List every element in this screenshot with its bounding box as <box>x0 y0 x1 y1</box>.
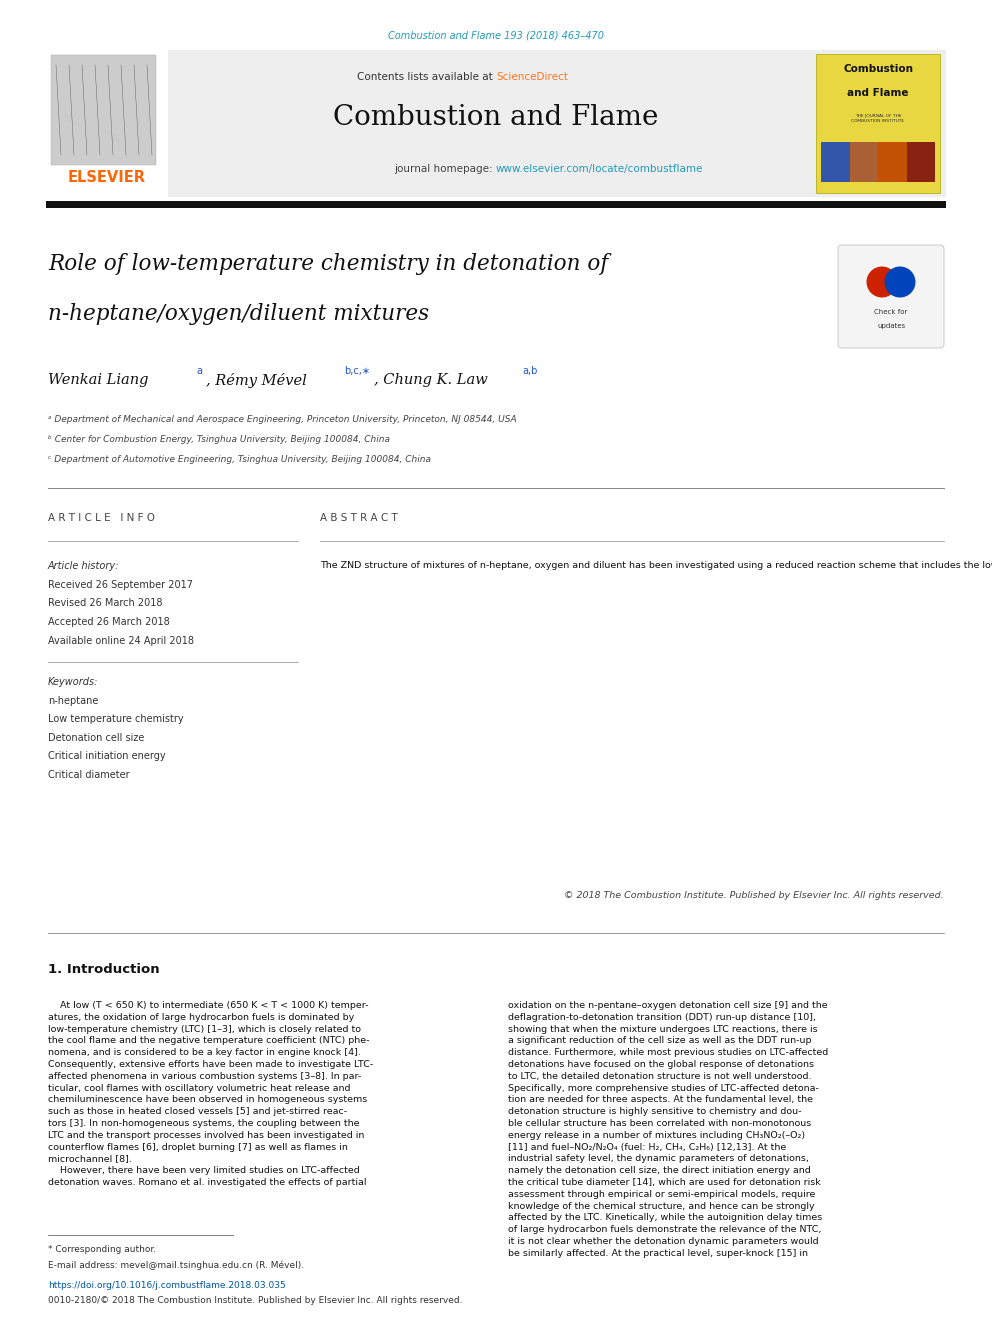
Text: www.elsevier.com/locate/combustflame: www.elsevier.com/locate/combustflame <box>496 164 703 175</box>
Text: and Flame: and Flame <box>847 89 909 98</box>
Text: 1. Introduction: 1. Introduction <box>48 963 160 976</box>
Text: Accepted 26 March 2018: Accepted 26 March 2018 <box>48 617 170 627</box>
Text: Contents lists available at: Contents lists available at <box>357 71 496 82</box>
Text: Revised 26 March 2018: Revised 26 March 2018 <box>48 598 163 609</box>
Text: journal homepage:: journal homepage: <box>394 164 496 175</box>
Text: Critical diameter: Critical diameter <box>48 770 130 779</box>
Bar <box>816 54 940 193</box>
Bar <box>46 201 946 208</box>
Bar <box>46 50 946 197</box>
Text: ᶜ Department of Automotive Engineering, Tsinghua University, Beijing 100084, Chi: ᶜ Department of Automotive Engineering, … <box>48 455 431 464</box>
Text: The ZND structure of mixtures of n-heptane, oxygen and diluent has been investig: The ZND structure of mixtures of n-hepta… <box>320 561 992 570</box>
Text: Combustion: Combustion <box>843 64 913 74</box>
Text: , Chung K. Law: , Chung K. Law <box>374 373 488 388</box>
Text: a: a <box>196 366 202 376</box>
Text: Article history:: Article history: <box>48 561 119 572</box>
Bar <box>51 56 156 165</box>
Text: Low temperature chemistry: Low temperature chemistry <box>48 714 184 724</box>
Text: , Rémy Mével: , Rémy Mével <box>206 373 307 388</box>
Bar <box>821 142 878 183</box>
Text: Available online 24 April 2018: Available online 24 April 2018 <box>48 635 194 646</box>
Text: * Corresponding author.: * Corresponding author. <box>48 1245 156 1254</box>
Bar <box>849 142 907 183</box>
Text: © 2018 The Combustion Institute. Published by Elsevier Inc. All rights reserved.: © 2018 The Combustion Institute. Publish… <box>564 890 944 900</box>
Text: Detonation cell size: Detonation cell size <box>48 733 145 742</box>
Circle shape <box>885 266 916 298</box>
Text: https://doi.org/10.1016/j.combustflame.2018.03.035: https://doi.org/10.1016/j.combustflame.2… <box>48 1281 286 1290</box>
Bar <box>46 50 168 197</box>
Text: Wenkai Liang: Wenkai Liang <box>48 373 149 388</box>
Circle shape <box>866 266 898 298</box>
Text: ᵃ Department of Mechanical and Aerospace Engineering, Princeton University, Prin: ᵃ Department of Mechanical and Aerospace… <box>48 415 517 423</box>
Text: Combustion and Flame 193 (2018) 463–470: Combustion and Flame 193 (2018) 463–470 <box>388 30 604 40</box>
Text: Received 26 September 2017: Received 26 September 2017 <box>48 579 193 590</box>
Text: E-mail address: mevel@mail.tsinghua.edu.cn (R. Mével).: E-mail address: mevel@mail.tsinghua.edu.… <box>48 1259 305 1270</box>
Text: ELSEVIER: ELSEVIER <box>68 169 146 185</box>
Text: At low (T < 650 K) to intermediate (650 K < T < 1000 K) temper-
atures, the oxid: At low (T < 650 K) to intermediate (650 … <box>48 1002 373 1187</box>
Text: Check for: Check for <box>874 310 908 315</box>
Text: A R T I C L E   I N F O: A R T I C L E I N F O <box>48 513 155 523</box>
Bar <box>821 142 935 183</box>
Text: ScienceDirect: ScienceDirect <box>496 71 567 82</box>
Text: THE JOURNAL OF THE
COMBUSTION INSTITUTE: THE JOURNAL OF THE COMBUSTION INSTITUTE <box>851 114 905 123</box>
Text: Role of low-temperature chemistry in detonation of: Role of low-temperature chemistry in det… <box>48 253 608 275</box>
Text: 0010-2180/© 2018 The Combustion Institute. Published by Elsevier Inc. All rights: 0010-2180/© 2018 The Combustion Institut… <box>48 1297 462 1304</box>
Text: n-heptane/oxygen/diluent mixtures: n-heptane/oxygen/diluent mixtures <box>48 303 430 325</box>
Text: updates: updates <box>877 323 905 329</box>
FancyBboxPatch shape <box>838 245 944 348</box>
Text: n-heptane: n-heptane <box>48 696 98 705</box>
Text: oxidation on the n-pentane–oxygen detonation cell size [9] and the
deflagration-: oxidation on the n-pentane–oxygen detona… <box>508 1002 828 1258</box>
Text: b,c,∗: b,c,∗ <box>344 366 370 376</box>
Text: a,b: a,b <box>522 366 538 376</box>
Text: A B S T R A C T: A B S T R A C T <box>320 513 398 523</box>
Text: Keywords:: Keywords: <box>48 677 98 687</box>
Text: ᵇ Center for Combustion Energy, Tsinghua University, Beijing 100084, China: ᵇ Center for Combustion Energy, Tsinghua… <box>48 435 390 445</box>
Text: Combustion and Flame: Combustion and Flame <box>333 105 659 131</box>
Text: Critical initiation energy: Critical initiation energy <box>48 751 166 761</box>
